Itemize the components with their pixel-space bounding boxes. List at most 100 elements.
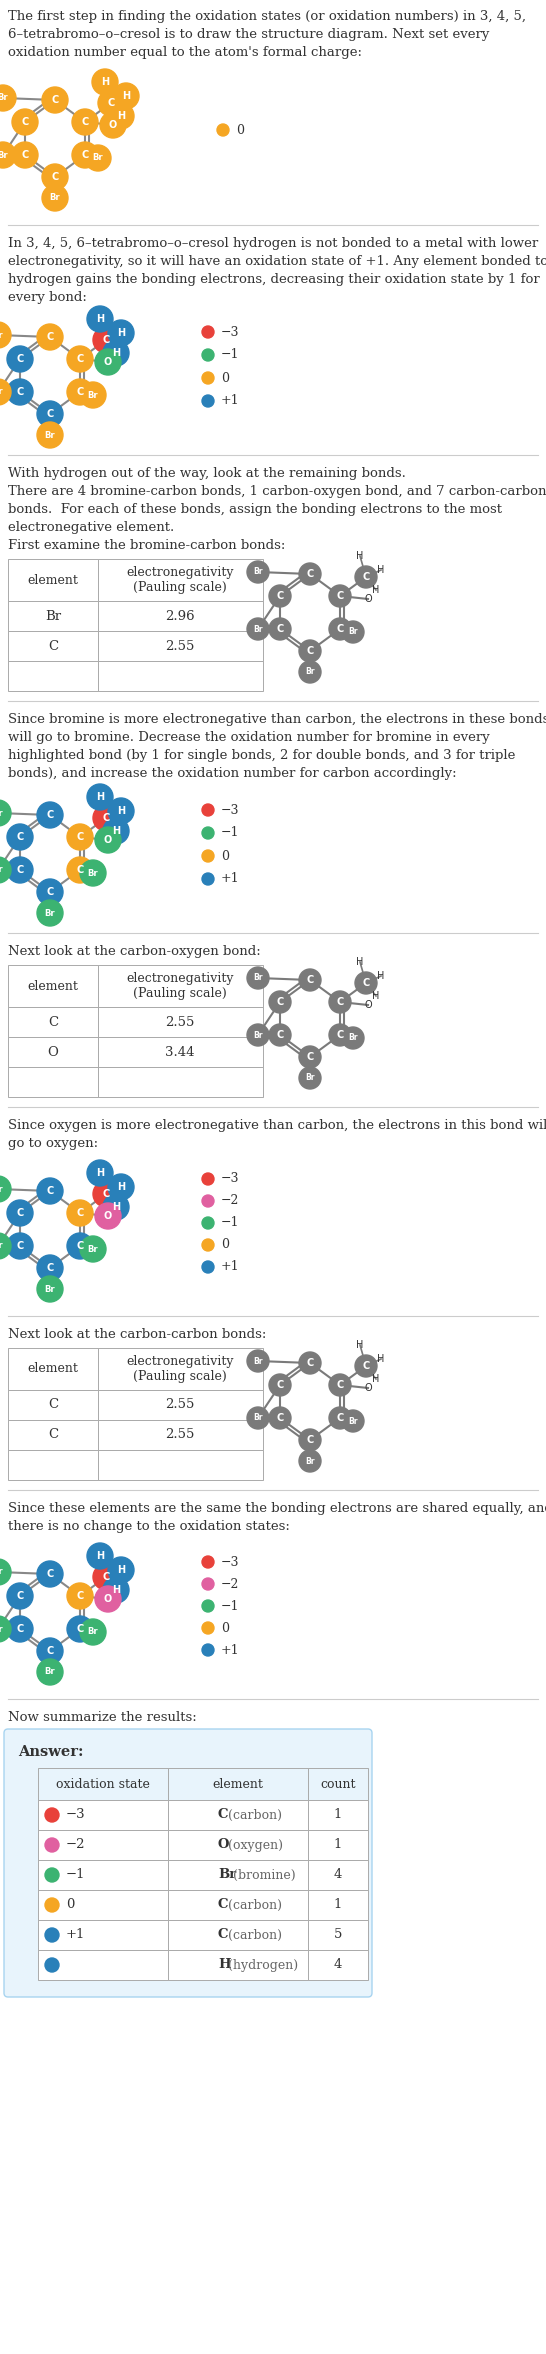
Circle shape: [247, 560, 269, 584]
Text: H: H: [357, 1339, 364, 1349]
Circle shape: [45, 1959, 59, 1973]
Text: 4: 4: [334, 1869, 342, 1881]
FancyBboxPatch shape: [8, 1066, 98, 1097]
Text: electronegativity
(Pauling scale): electronegativity (Pauling scale): [126, 565, 234, 593]
Circle shape: [103, 1577, 129, 1603]
Text: C: C: [103, 334, 110, 346]
Circle shape: [202, 1196, 214, 1208]
Circle shape: [202, 1238, 214, 1250]
Text: Br: Br: [348, 629, 358, 636]
Text: With hydrogen out of the way, look at the remaining bonds.
There are 4 bromine-c: With hydrogen out of the way, look at th…: [8, 466, 546, 534]
Circle shape: [80, 381, 106, 407]
Circle shape: [0, 1615, 11, 1643]
Circle shape: [202, 1601, 214, 1612]
Circle shape: [37, 1177, 63, 1203]
Circle shape: [269, 1375, 291, 1396]
Text: 5: 5: [334, 1928, 342, 1942]
Text: O: O: [218, 1838, 229, 1853]
Text: Br: Br: [93, 153, 103, 162]
Circle shape: [93, 1182, 119, 1208]
Text: C: C: [46, 887, 54, 897]
Text: C: C: [306, 645, 313, 657]
Text: −3: −3: [221, 325, 240, 339]
Text: C: C: [48, 640, 58, 652]
Circle shape: [92, 68, 118, 94]
Text: element: element: [27, 979, 79, 993]
Text: Br: Br: [0, 1568, 3, 1577]
Text: −1: −1: [66, 1869, 86, 1881]
Circle shape: [37, 400, 63, 426]
Text: Br: Br: [305, 1457, 314, 1467]
Text: −3: −3: [66, 1808, 86, 1822]
Text: +1: +1: [221, 1259, 240, 1274]
Circle shape: [37, 803, 63, 829]
Text: Br: Br: [0, 1624, 3, 1634]
Text: Br: Br: [305, 1073, 314, 1083]
Text: Br: Br: [0, 388, 3, 395]
Circle shape: [80, 859, 106, 885]
Circle shape: [355, 1356, 377, 1377]
Circle shape: [7, 346, 33, 372]
Text: C: C: [363, 572, 370, 581]
Text: C: C: [46, 410, 54, 419]
Text: C: C: [48, 1429, 58, 1441]
Circle shape: [72, 108, 98, 134]
Text: C: C: [16, 386, 23, 398]
Circle shape: [108, 1556, 134, 1582]
FancyBboxPatch shape: [8, 1349, 98, 1389]
Text: C: C: [48, 1015, 58, 1029]
FancyBboxPatch shape: [168, 1890, 308, 1921]
Circle shape: [247, 1024, 269, 1045]
Circle shape: [299, 1045, 321, 1069]
Text: Br: Br: [305, 669, 314, 676]
Circle shape: [202, 1577, 214, 1589]
Text: O: O: [104, 1594, 112, 1603]
Text: Now summarize the results:: Now summarize the results:: [8, 1711, 197, 1723]
Text: H: H: [377, 1354, 385, 1363]
Circle shape: [95, 1203, 121, 1229]
Circle shape: [93, 327, 119, 353]
FancyBboxPatch shape: [308, 1890, 368, 1921]
FancyBboxPatch shape: [8, 600, 98, 631]
Text: Br: Br: [88, 1245, 98, 1252]
Circle shape: [0, 379, 11, 405]
Text: H: H: [112, 1584, 120, 1596]
Circle shape: [42, 186, 68, 212]
Circle shape: [217, 125, 229, 137]
Text: Br: Br: [0, 94, 8, 104]
Text: C: C: [336, 1412, 343, 1424]
Text: C: C: [306, 1358, 313, 1368]
Circle shape: [202, 1217, 214, 1229]
Circle shape: [7, 1615, 33, 1643]
Circle shape: [108, 798, 134, 824]
Text: C: C: [81, 118, 88, 127]
Circle shape: [37, 1276, 63, 1302]
Text: C: C: [276, 1031, 283, 1040]
Circle shape: [269, 1408, 291, 1429]
Text: C: C: [16, 1241, 23, 1250]
Circle shape: [299, 1351, 321, 1375]
FancyBboxPatch shape: [308, 1860, 368, 1890]
Text: H: H: [101, 78, 109, 87]
Text: O: O: [104, 1210, 112, 1222]
Text: C: C: [16, 1208, 23, 1217]
Text: Br: Br: [0, 866, 3, 873]
Circle shape: [0, 141, 16, 167]
Text: Since these elements are the same the bonding electrons are shared equally, and
: Since these elements are the same the bo…: [8, 1502, 546, 1532]
Text: C: C: [218, 1928, 228, 1942]
Circle shape: [0, 800, 11, 826]
Text: Br: Br: [348, 1417, 358, 1427]
FancyBboxPatch shape: [308, 1949, 368, 1980]
FancyBboxPatch shape: [308, 1921, 368, 1949]
Text: H: H: [117, 111, 125, 120]
Circle shape: [299, 1429, 321, 1450]
Text: C: C: [276, 1412, 283, 1424]
Text: Br: Br: [253, 1412, 263, 1422]
Text: Br: Br: [0, 807, 3, 817]
Text: Br: Br: [45, 909, 55, 918]
Text: H: H: [377, 970, 385, 982]
Text: H: H: [357, 958, 364, 967]
FancyBboxPatch shape: [168, 1801, 308, 1829]
Circle shape: [67, 379, 93, 405]
Circle shape: [93, 1563, 119, 1589]
